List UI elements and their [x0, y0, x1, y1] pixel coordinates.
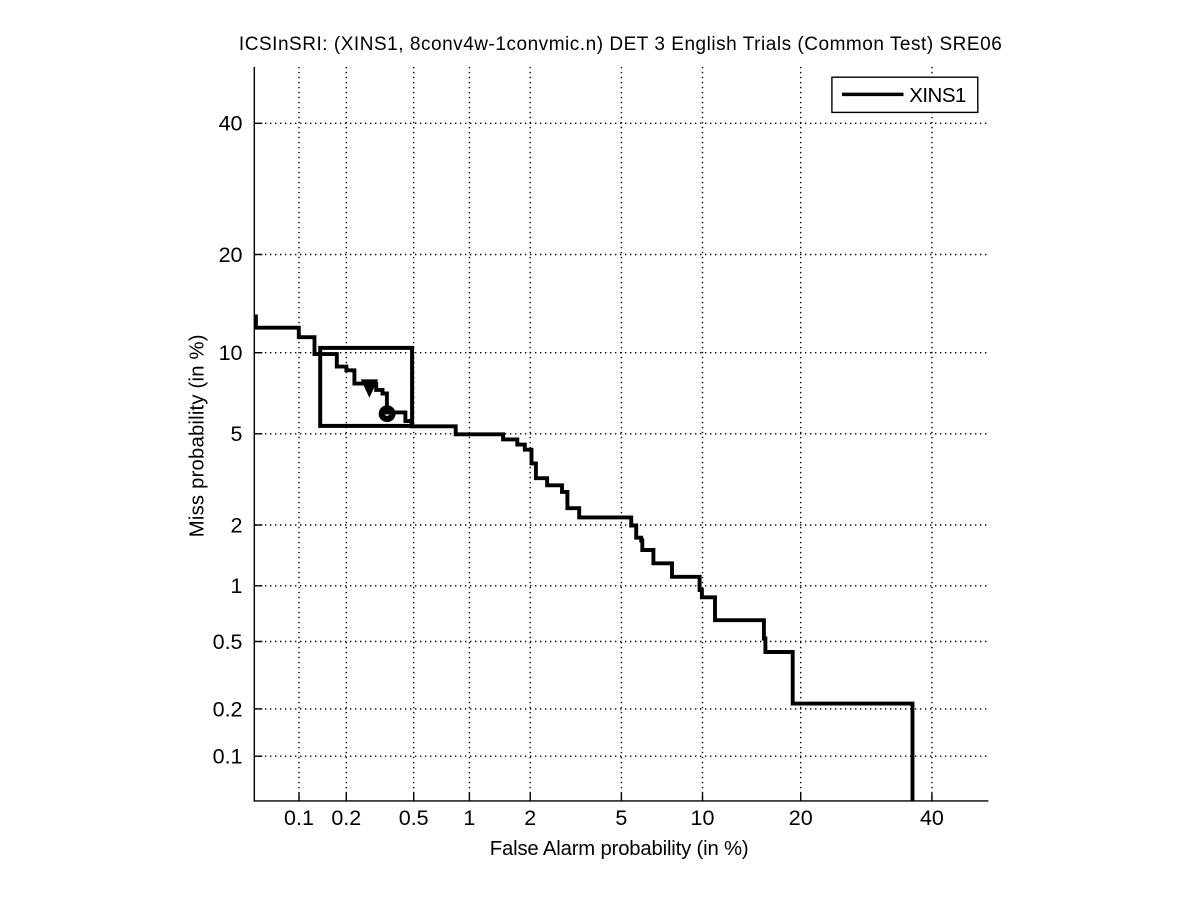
svg-text:False Alarm probability (in %): False Alarm probability (in %): [490, 838, 749, 860]
svg-text:0.2: 0.2: [213, 697, 243, 721]
svg-text:40: 40: [920, 806, 944, 830]
svg-text:2: 2: [524, 806, 536, 830]
svg-text:20: 20: [219, 243, 243, 267]
svg-text:5: 5: [231, 422, 243, 446]
svg-text:0.2: 0.2: [331, 806, 361, 830]
svg-text:0.1: 0.1: [284, 806, 314, 830]
svg-text:0.5: 0.5: [213, 630, 243, 654]
svg-text:40: 40: [219, 112, 243, 136]
svg-text:0.5: 0.5: [399, 806, 429, 830]
svg-text:5: 5: [615, 806, 627, 830]
svg-text:10: 10: [691, 806, 715, 830]
svg-text:20: 20: [789, 806, 813, 830]
svg-text:1: 1: [231, 574, 243, 598]
svg-text:10: 10: [219, 341, 243, 365]
svg-text:2: 2: [231, 513, 243, 537]
svg-text:1: 1: [463, 806, 475, 830]
svg-text:0.1: 0.1: [213, 745, 243, 769]
svg-text:Miss probability (in %): Miss probability (in %): [186, 335, 208, 538]
svg-text:XINS1: XINS1: [909, 84, 966, 107]
svg-text:ICSInSRI: (XINS1, 8conv4w-1con: ICSInSRI: (XINS1, 8conv4w-1convmic.n) DE…: [239, 34, 1002, 55]
